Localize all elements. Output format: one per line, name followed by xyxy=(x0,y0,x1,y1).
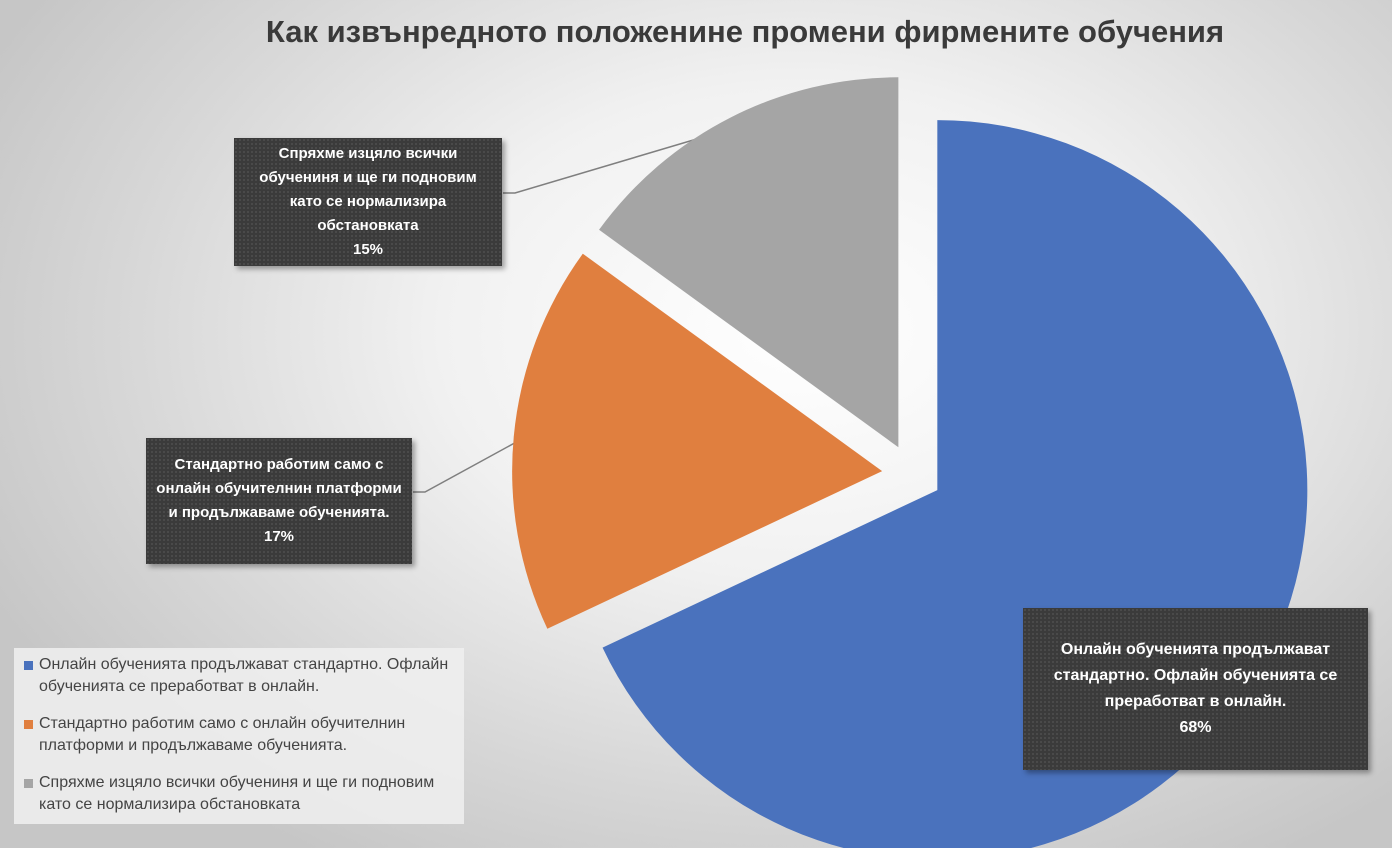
data-label-online-platforms: Стандартно работим само с онлайн обучите… xyxy=(146,438,412,564)
data-label-percent: 15% xyxy=(352,241,384,258)
chart-title: Как извънредното положенине промени фирм… xyxy=(265,14,1225,49)
chart-legend: Онлайн обученията продължават стандартно… xyxy=(14,648,464,824)
leader-lines xyxy=(413,126,736,493)
legend-label: Спряхме изцяло всички обучениня и ще ги … xyxy=(39,774,435,813)
data-label-text: Онлайн обученията продължават стандартно… xyxy=(1053,641,1338,710)
legend-item-online-platforms: Стандартно работим само с онлайн обучите… xyxy=(24,713,454,757)
pie-slice-paused-trainings xyxy=(599,77,899,448)
legend-label: Онлайн обученията продължават стандартно… xyxy=(39,656,449,695)
data-label-paused-trainings: Спряхме изцяло всички обучениня и ще ги … xyxy=(234,138,502,266)
data-label-online-continue: Онлайн обученията продължават стандартно… xyxy=(1023,608,1368,770)
legend-swatch xyxy=(24,779,33,788)
legend-swatch xyxy=(24,661,33,670)
pie-slice-online-platforms xyxy=(512,253,883,629)
data-label-percent: 68% xyxy=(1179,719,1212,736)
legend-item-paused-trainings: Спряхме изцяло всички обучениня и ще ги … xyxy=(24,772,454,816)
data-label-text: Спряхме изцяло всички обучениня и ще ги … xyxy=(259,145,477,234)
legend-label: Стандартно работим само с онлайн обучите… xyxy=(39,715,406,754)
leader-line-paused-trainings xyxy=(503,126,736,194)
data-label-percent: 17% xyxy=(263,528,295,545)
leader-line-online-platforms xyxy=(413,436,526,493)
data-label-text: Стандартно работим само с онлайн обучите… xyxy=(156,456,402,521)
legend-item-online-continue: Онлайн обученията продължават стандартно… xyxy=(24,654,454,698)
legend-swatch xyxy=(24,720,33,729)
